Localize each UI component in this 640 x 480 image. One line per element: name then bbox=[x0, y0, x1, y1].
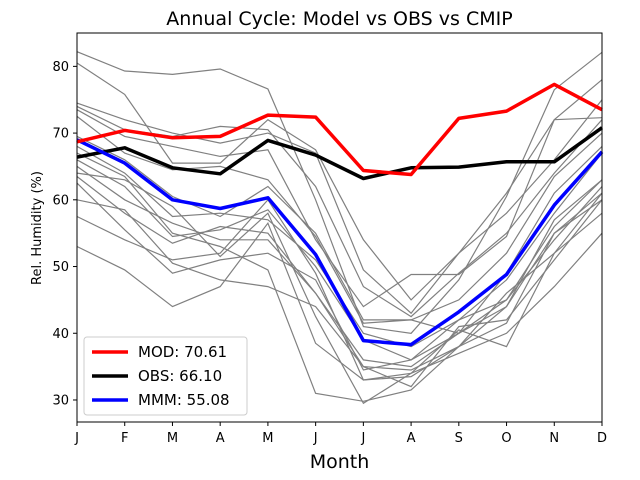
cmip-line-1 bbox=[76, 51, 603, 334]
cmip-line-15 bbox=[76, 221, 603, 381]
x-tick-label: J bbox=[360, 431, 365, 446]
chart-legend: MOD: 70.61 OBS: 66.10 MMM: 55.08 bbox=[83, 336, 248, 416]
y-tick-label: 40 bbox=[52, 327, 69, 342]
plot-frame bbox=[76, 32, 603, 423]
legend-box bbox=[83, 336, 248, 416]
cmip-line-9 bbox=[76, 159, 603, 361]
cmip-line-16 bbox=[76, 172, 603, 405]
y-axis-ticks: 30 40 50 60 70 80 bbox=[52, 60, 77, 408]
x-tick-label: J bbox=[313, 431, 318, 446]
x-tick-label: A bbox=[407, 431, 416, 446]
y-tick-label: 80 bbox=[52, 60, 69, 75]
cmip-model-lines bbox=[76, 51, 603, 405]
x-axis-label: Month bbox=[310, 451, 370, 473]
x-tick-label: A bbox=[216, 431, 225, 446]
cmip-line-7 bbox=[76, 132, 603, 321]
x-tick-label: J bbox=[74, 431, 79, 446]
x-tick-label: D bbox=[597, 431, 607, 446]
y-tick-label: 60 bbox=[52, 193, 69, 208]
x-tick-label: O bbox=[501, 431, 511, 446]
mod-series-line bbox=[76, 82, 603, 177]
y-tick-label: 70 bbox=[52, 127, 69, 142]
chart-title: Annual Cycle: Model vs OBS vs CMIP bbox=[166, 8, 512, 30]
obs-series-line bbox=[76, 126, 604, 181]
x-tick-label: F bbox=[121, 431, 128, 446]
cmip-line-12 bbox=[76, 179, 603, 371]
y-axis-label: Rel. Humidity (%) bbox=[30, 171, 45, 285]
obs-legend-label: OBS: 66.10 bbox=[138, 367, 222, 385]
highlighted-series-lines bbox=[76, 82, 604, 347]
y-tick-label: 30 bbox=[52, 393, 69, 408]
mmm-legend-label: MMM: 55.08 bbox=[138, 391, 230, 409]
x-tick-label: S bbox=[455, 431, 463, 446]
x-tick-label: M bbox=[167, 431, 178, 446]
mmm-series-line bbox=[76, 138, 604, 347]
cmip-line-11 bbox=[76, 176, 603, 371]
cmip-line-2 bbox=[76, 62, 603, 301]
x-tick-label: M bbox=[262, 431, 273, 446]
cmip-line-14 bbox=[76, 198, 603, 381]
cmip-line-5 bbox=[76, 109, 603, 308]
cmip-line-3 bbox=[76, 99, 603, 315]
cmip-line-13 bbox=[76, 199, 603, 388]
y-tick-label: 50 bbox=[52, 260, 69, 275]
x-tick-label: N bbox=[549, 431, 559, 446]
mod-legend-label: MOD: 70.61 bbox=[138, 343, 227, 361]
cmip-line-17 bbox=[76, 152, 603, 402]
